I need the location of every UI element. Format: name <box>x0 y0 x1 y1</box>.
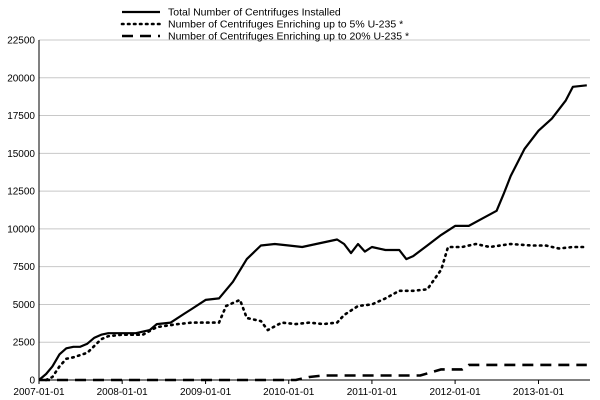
y-tick-label: 7500 <box>13 262 36 273</box>
x-tick-label: 2013-01-01 <box>513 387 565 398</box>
y-tick-label: 22500 <box>7 36 35 47</box>
y-tick-label: 10000 <box>7 224 35 235</box>
series-line-dotted <box>44 242 589 382</box>
axes: 0 2500 5000 7500 10000 12500 15000 17500 20000 22… <box>7 36 590 398</box>
x-tick-label: 2008-01-01 <box>97 387 149 398</box>
y-tick-label: 12500 <box>7 187 35 198</box>
x-tick-label: 2010-01-01 <box>263 387 315 398</box>
x-tick-label: 2009-01-01 <box>180 387 232 398</box>
series-line-dashed <box>39 363 587 382</box>
x-tick-label: 2011-01-01 <box>347 387 398 398</box>
series-lines <box>38 84 589 382</box>
gridlines <box>39 39 590 381</box>
legend-label: Total Number of Centrifuges Installed <box>168 7 341 19</box>
y-tick-label: 17500 <box>7 111 35 122</box>
legend: Total Number of Centrifuges InstalledNum… <box>120 7 409 43</box>
legend-label: Number of Centrifuges Enriching up to 5%… <box>168 19 403 31</box>
series-line-solid <box>38 84 587 381</box>
y-tick-label: 20000 <box>7 73 35 84</box>
x-tick-label: 2012-01-01 <box>430 387 482 398</box>
y-tick-label: 2500 <box>13 338 36 349</box>
x-tick-label: 2007-01-01 <box>13 387 65 398</box>
y-tick-label: 5000 <box>13 300 36 311</box>
legend-label: Number of Centrifuges Enriching up to 20… <box>168 31 409 43</box>
y-tick-label: 15000 <box>7 149 35 160</box>
y-tick-label: 0 <box>29 376 35 387</box>
